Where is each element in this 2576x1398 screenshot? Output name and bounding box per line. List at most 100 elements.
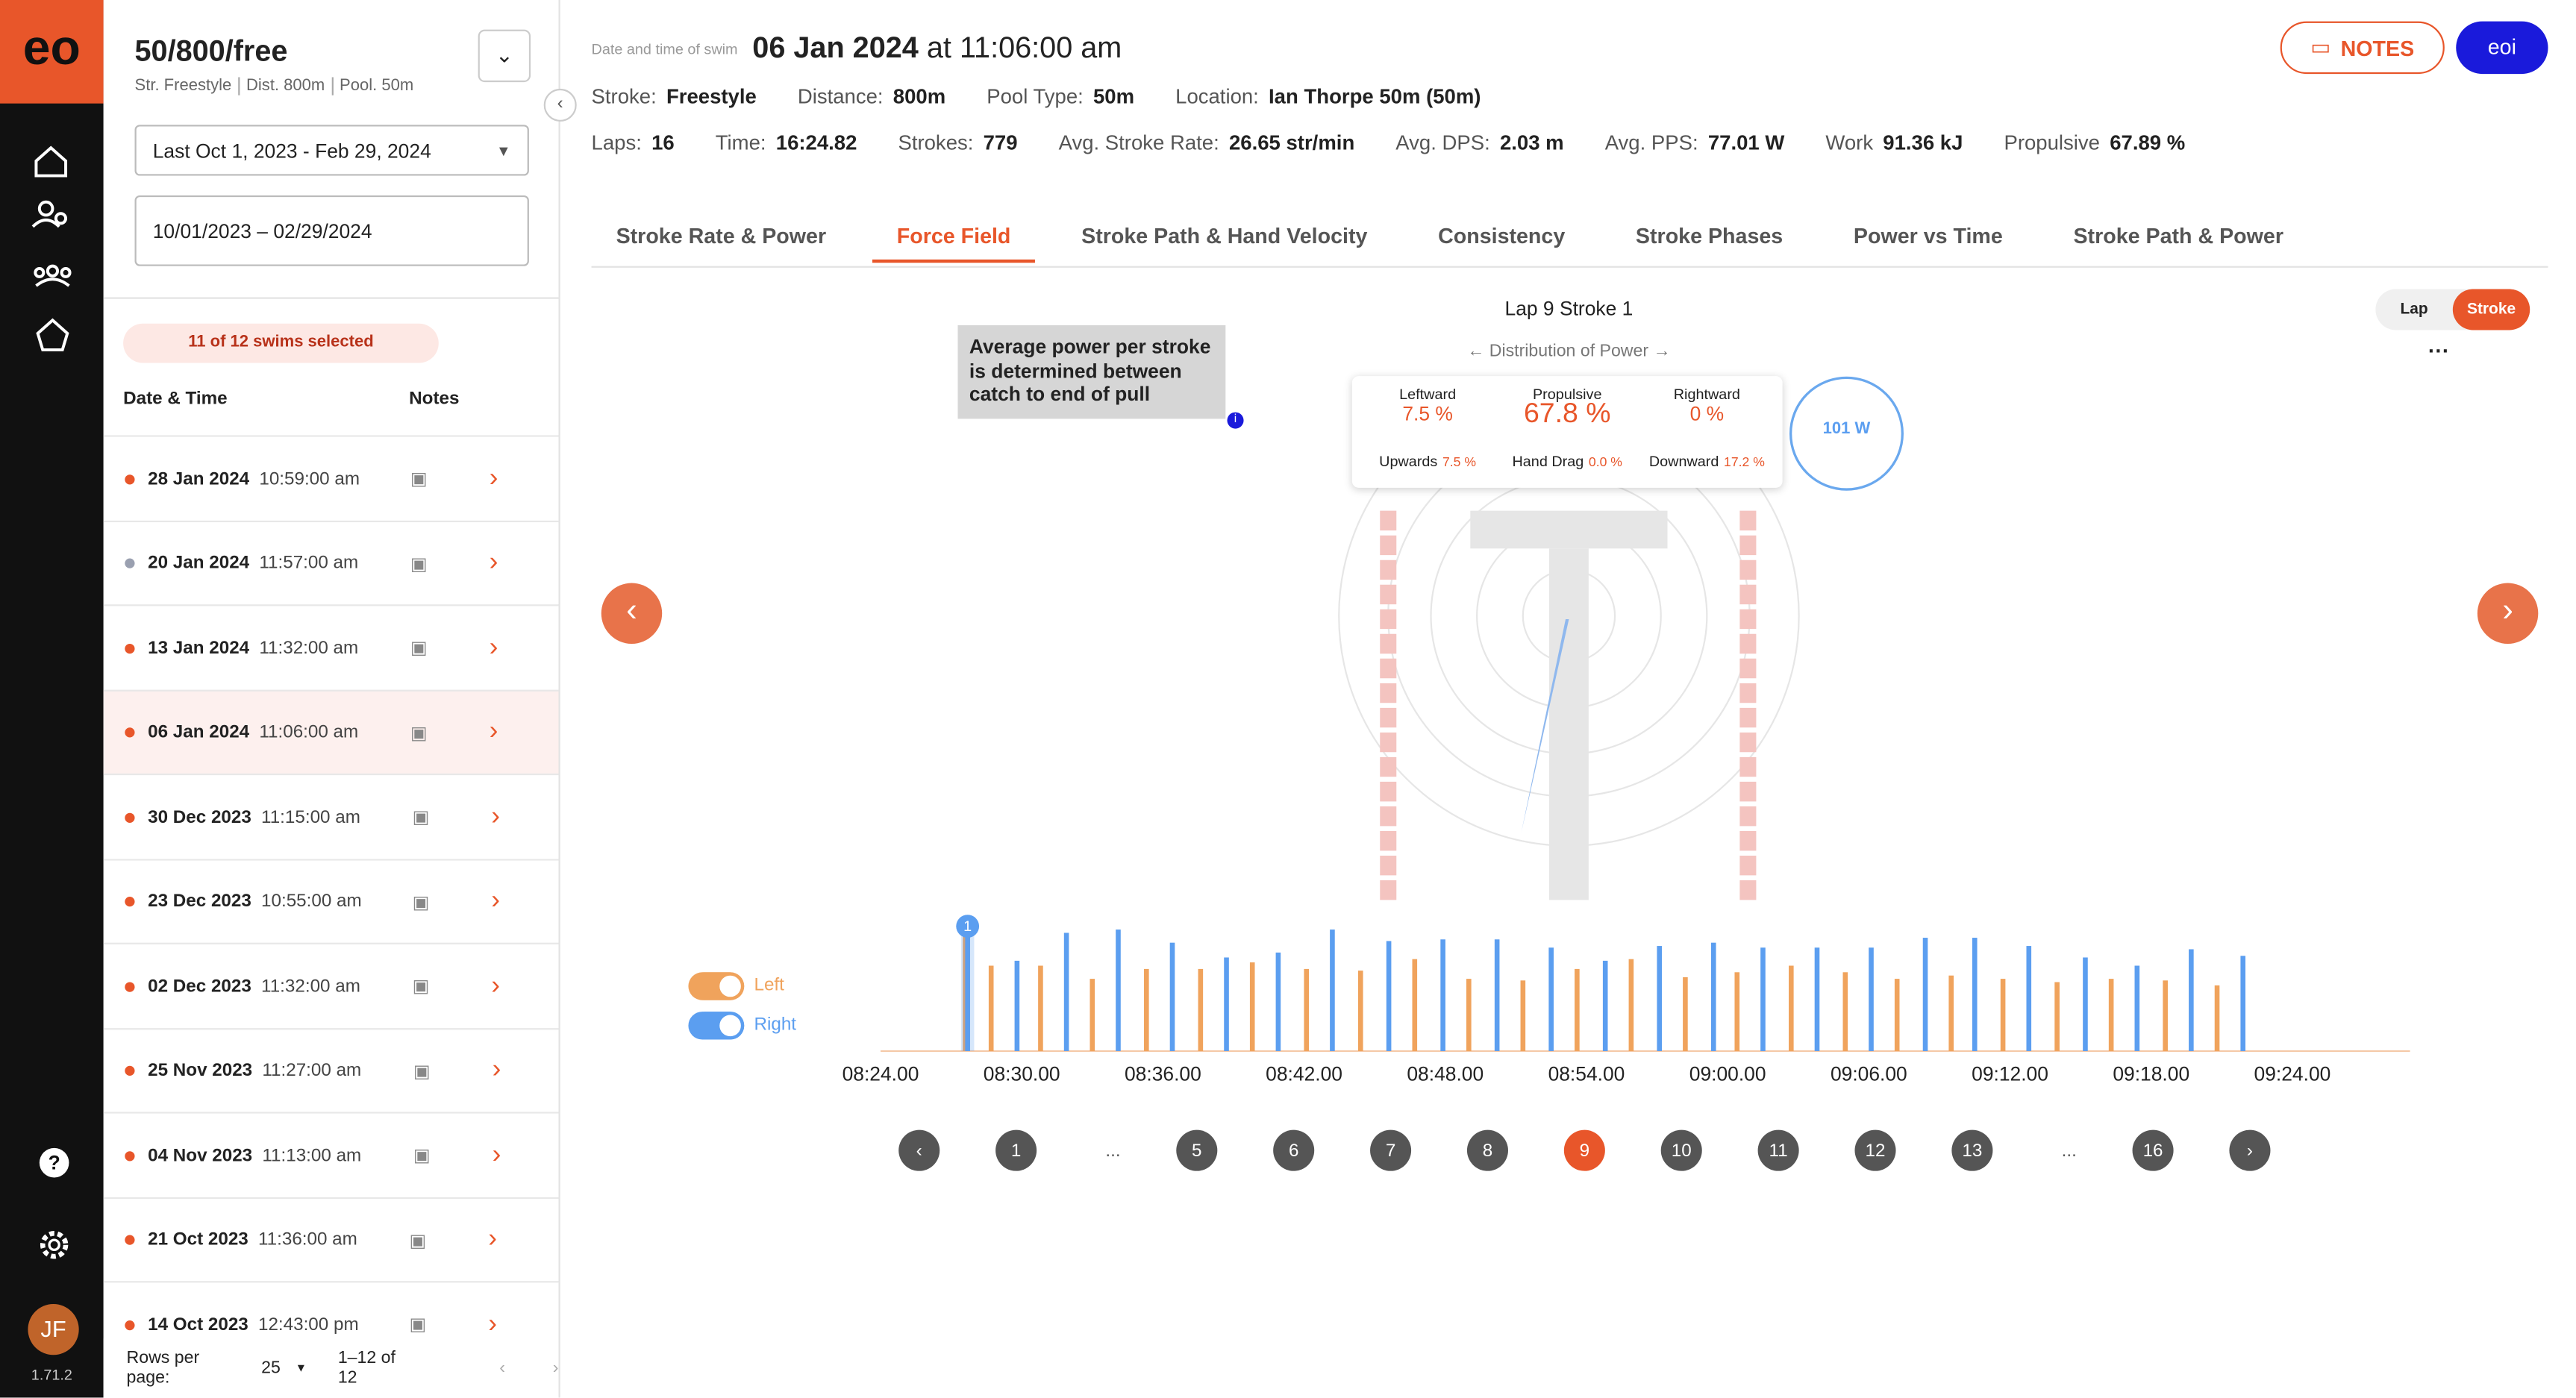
tab[interactable]: Power vs Time — [1853, 223, 2003, 248]
swim-row[interactable]: 04 Nov 2023 11:13:00 am ▣ › — [103, 1112, 559, 1197]
note-icon[interactable]: ▣ — [413, 1062, 431, 1082]
lap-button[interactable]: 1 — [995, 1129, 1037, 1171]
bar — [2108, 979, 2114, 1051]
note-icon[interactable]: ▣ — [410, 554, 428, 574]
prev-stroke[interactable]: ‹ — [601, 583, 663, 644]
row-arrow[interactable]: › — [489, 633, 498, 662]
lap-button[interactable]: 12 — [1854, 1129, 1896, 1171]
bar — [2214, 985, 2220, 1051]
toggle-option[interactable]: Lap — [2400, 300, 2428, 319]
lap-button[interactable]: 11 — [1757, 1129, 1799, 1171]
nav-icons[interactable] — [0, 115, 104, 377]
row-arrow[interactable]: › — [488, 1225, 497, 1253]
bar — [1014, 960, 1020, 1051]
row-arrow[interactable]: › — [489, 548, 498, 577]
prev-lap[interactable]: ‹ — [898, 1129, 940, 1171]
swim-row[interactable]: 13 Jan 2024 11:32:00 am ▣ › — [103, 604, 559, 689]
date-range-select[interactable]: Last Oct 1, 2023 - Feb 29, 2024 ▼ — [134, 125, 529, 176]
tab[interactable]: Stroke Rate & Power — [616, 223, 827, 248]
row-arrow[interactable]: › — [491, 971, 500, 1000]
row-arrow[interactable]: › — [491, 802, 500, 830]
swim-row[interactable]: 25 Nov 2023 11:27:00 am ▣ › — [103, 1027, 559, 1112]
swim-row[interactable]: 30 Dec 2023 11:15:00 am ▣ › — [103, 773, 559, 859]
swim-row[interactable]: 21 Oct 2023 11:36:00 am ▣ › — [103, 1196, 559, 1282]
notes-button[interactable]: ▭ NOTES — [2280, 21, 2445, 75]
toggle-option[interactable]: Stroke — [2452, 289, 2530, 330]
cell-value: 0 % — [1689, 402, 1725, 426]
bar — [1948, 975, 1954, 1051]
value: 16 — [651, 131, 675, 154]
info-item: Distance: 800m — [798, 85, 945, 108]
label: Avg. Stroke Rate: — [1058, 131, 1219, 154]
tab[interactable]: Stroke Path & Power — [2073, 223, 2283, 248]
row-arrow[interactable]: › — [489, 718, 498, 746]
row-arrow[interactable]: › — [491, 886, 500, 915]
lap-button[interactable]: 5 — [1176, 1129, 1218, 1171]
status-dot — [125, 727, 135, 738]
next-stroke[interactable]: › — [2477, 583, 2539, 644]
row-arrow[interactable]: › — [492, 1056, 501, 1084]
bar — [1814, 947, 1820, 1051]
note-icon[interactable]: ▣ — [413, 1146, 431, 1167]
swim-row[interactable]: 28 Jan 2024 10:59:00 am ▣ › — [103, 435, 559, 520]
note-icon[interactable]: ▣ — [409, 1231, 427, 1251]
label: Stroke: — [591, 85, 657, 109]
switch[interactable] — [688, 971, 745, 1000]
note-icon[interactable]: ▣ — [412, 977, 430, 997]
swim-row[interactable]: 06 Jan 2024 11:06:00 am ▣ › — [103, 689, 559, 775]
note-icon[interactable]: ▣ — [409, 1315, 427, 1335]
row-arrow[interactable]: › — [489, 463, 498, 492]
note-icon[interactable]: ▣ — [410, 469, 428, 490]
collapse-button[interactable]: ‹ — [543, 88, 577, 122]
user-button[interactable]: eoi — [2456, 21, 2548, 75]
swim-row[interactable]: 20 Jan 2024 11:57:00 am ▣ › — [103, 519, 559, 605]
row-date: 23 Dec 2023 — [148, 891, 251, 912]
prev-page[interactable]: ‹ — [499, 1358, 505, 1379]
value: 26.65 str/min — [1228, 131, 1355, 154]
avatar[interactable]: JF — [28, 1303, 79, 1355]
lap-button[interactable]: 8 — [1466, 1129, 1508, 1171]
help-settings[interactable]: ? — [0, 1133, 104, 1281]
row-arrow[interactable]: › — [488, 1309, 497, 1338]
swim-row[interactable]: 23 Dec 2023 10:55:00 am ▣ › — [103, 858, 559, 943]
rows-value[interactable]: 25 — [261, 1358, 281, 1379]
tab[interactable]: Stroke Phases — [1635, 223, 1783, 248]
switch[interactable] — [688, 1011, 745, 1039]
swim-row[interactable]: 02 Dec 2023 11:32:00 am ▣ › — [103, 942, 559, 1028]
sub-cell: Downward 17.2 % — [1633, 454, 1781, 470]
note-icon[interactable]: ▣ — [412, 892, 430, 912]
lap-button[interactable]: 10 — [1660, 1129, 1702, 1171]
bar — [1922, 938, 1928, 1051]
bar — [1869, 947, 1874, 1051]
row-arrow[interactable]: › — [492, 1140, 501, 1169]
tab[interactable]: Consistency — [1438, 223, 1566, 248]
tab[interactable]: Force Field — [872, 223, 1036, 263]
ff-title: Lap 9 Stroke 1 — [1504, 297, 1634, 321]
legend-item[interactable]: Left — [688, 965, 796, 1005]
date-input[interactable]: 10/01/2023 – 02/29/2024 — [134, 195, 529, 266]
note-icon[interactable]: ▣ — [412, 808, 430, 828]
lap-button[interactable]: 13 — [1951, 1129, 1993, 1171]
lap-button[interactable]: 9 — [1563, 1129, 1605, 1171]
dropdown-button[interactable]: ⌄ — [478, 29, 531, 83]
logo[interactable]: eo — [0, 0, 104, 104]
bar — [2189, 949, 2194, 1051]
label: Laps: — [591, 131, 642, 154]
x-tick-label: 09:06.00 — [1831, 1063, 1907, 1085]
info-dot[interactable]: i — [1227, 412, 1244, 429]
swim-row[interactable]: 14 Oct 2023 12:43:00 pm ▣ › — [103, 1281, 559, 1366]
lap-button[interactable]: 6 — [1273, 1129, 1315, 1171]
more-menu[interactable]: ··· — [2427, 338, 2450, 363]
note-icon[interactable]: ▣ — [410, 723, 428, 744]
tab[interactable]: Stroke Path & Hand Velocity — [1081, 223, 1368, 248]
next-lap[interactable]: › — [2229, 1129, 2271, 1171]
next-page[interactable]: › — [552, 1358, 559, 1379]
note-icon[interactable]: ▣ — [410, 639, 428, 659]
selected-pill[interactable]: 11 of 12 swims selected — [123, 323, 439, 363]
lap-button[interactable]: 16 — [2132, 1129, 2174, 1171]
legend-item[interactable]: Right — [688, 1005, 796, 1044]
value: 50m — [1092, 85, 1135, 109]
lap-button[interactable]: 7 — [1370, 1129, 1412, 1171]
svg-text:?: ? — [49, 1151, 60, 1173]
bar — [1494, 939, 1500, 1051]
